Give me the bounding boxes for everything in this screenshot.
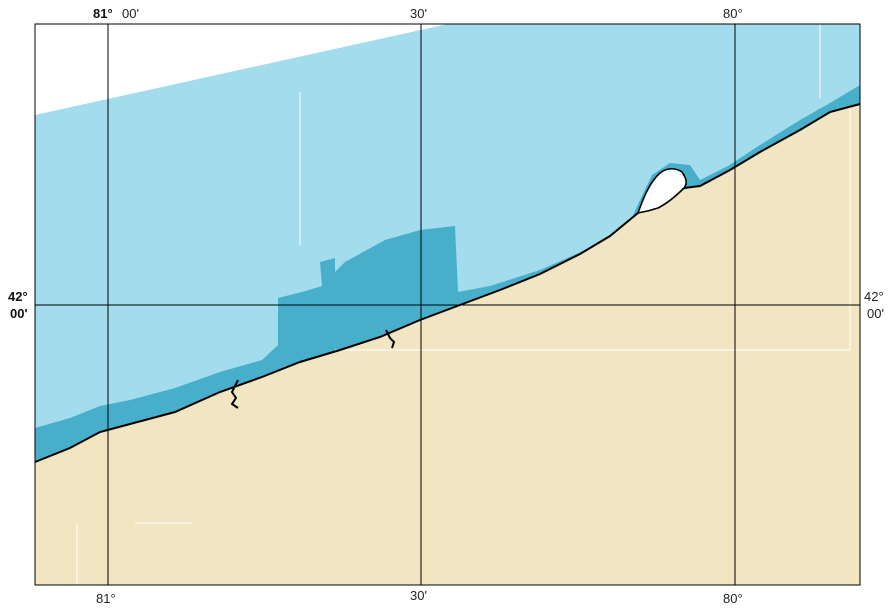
bottom-label-lon-30: 30' (410, 588, 427, 603)
land-area (35, 104, 860, 585)
top-label-lon-30: 30' (410, 6, 427, 21)
top-label-lon-81-min: 00' (122, 6, 139, 21)
left-label-lat-min: 00' (10, 306, 28, 321)
right-label-lat-deg: 42° (864, 289, 884, 304)
shoreline-east (683, 103, 861, 189)
top-label-lon-81-deg: 81° (93, 6, 113, 21)
map-frame-content (34, 23, 861, 586)
creek-inlet-west (230, 379, 239, 409)
shoreline (34, 212, 639, 463)
left-label-lat-deg: 42° (8, 289, 28, 304)
peninsula (636, 167, 687, 215)
creek-inlet-central (385, 329, 396, 349)
map-frame (34, 23, 861, 586)
bottom-label-lon-80: 80° (723, 591, 743, 606)
bottom-label-lon-81: 81° (96, 591, 116, 606)
top-label-lon-80: 80° (723, 6, 743, 21)
right-label-lat-min: 00' (867, 306, 884, 321)
